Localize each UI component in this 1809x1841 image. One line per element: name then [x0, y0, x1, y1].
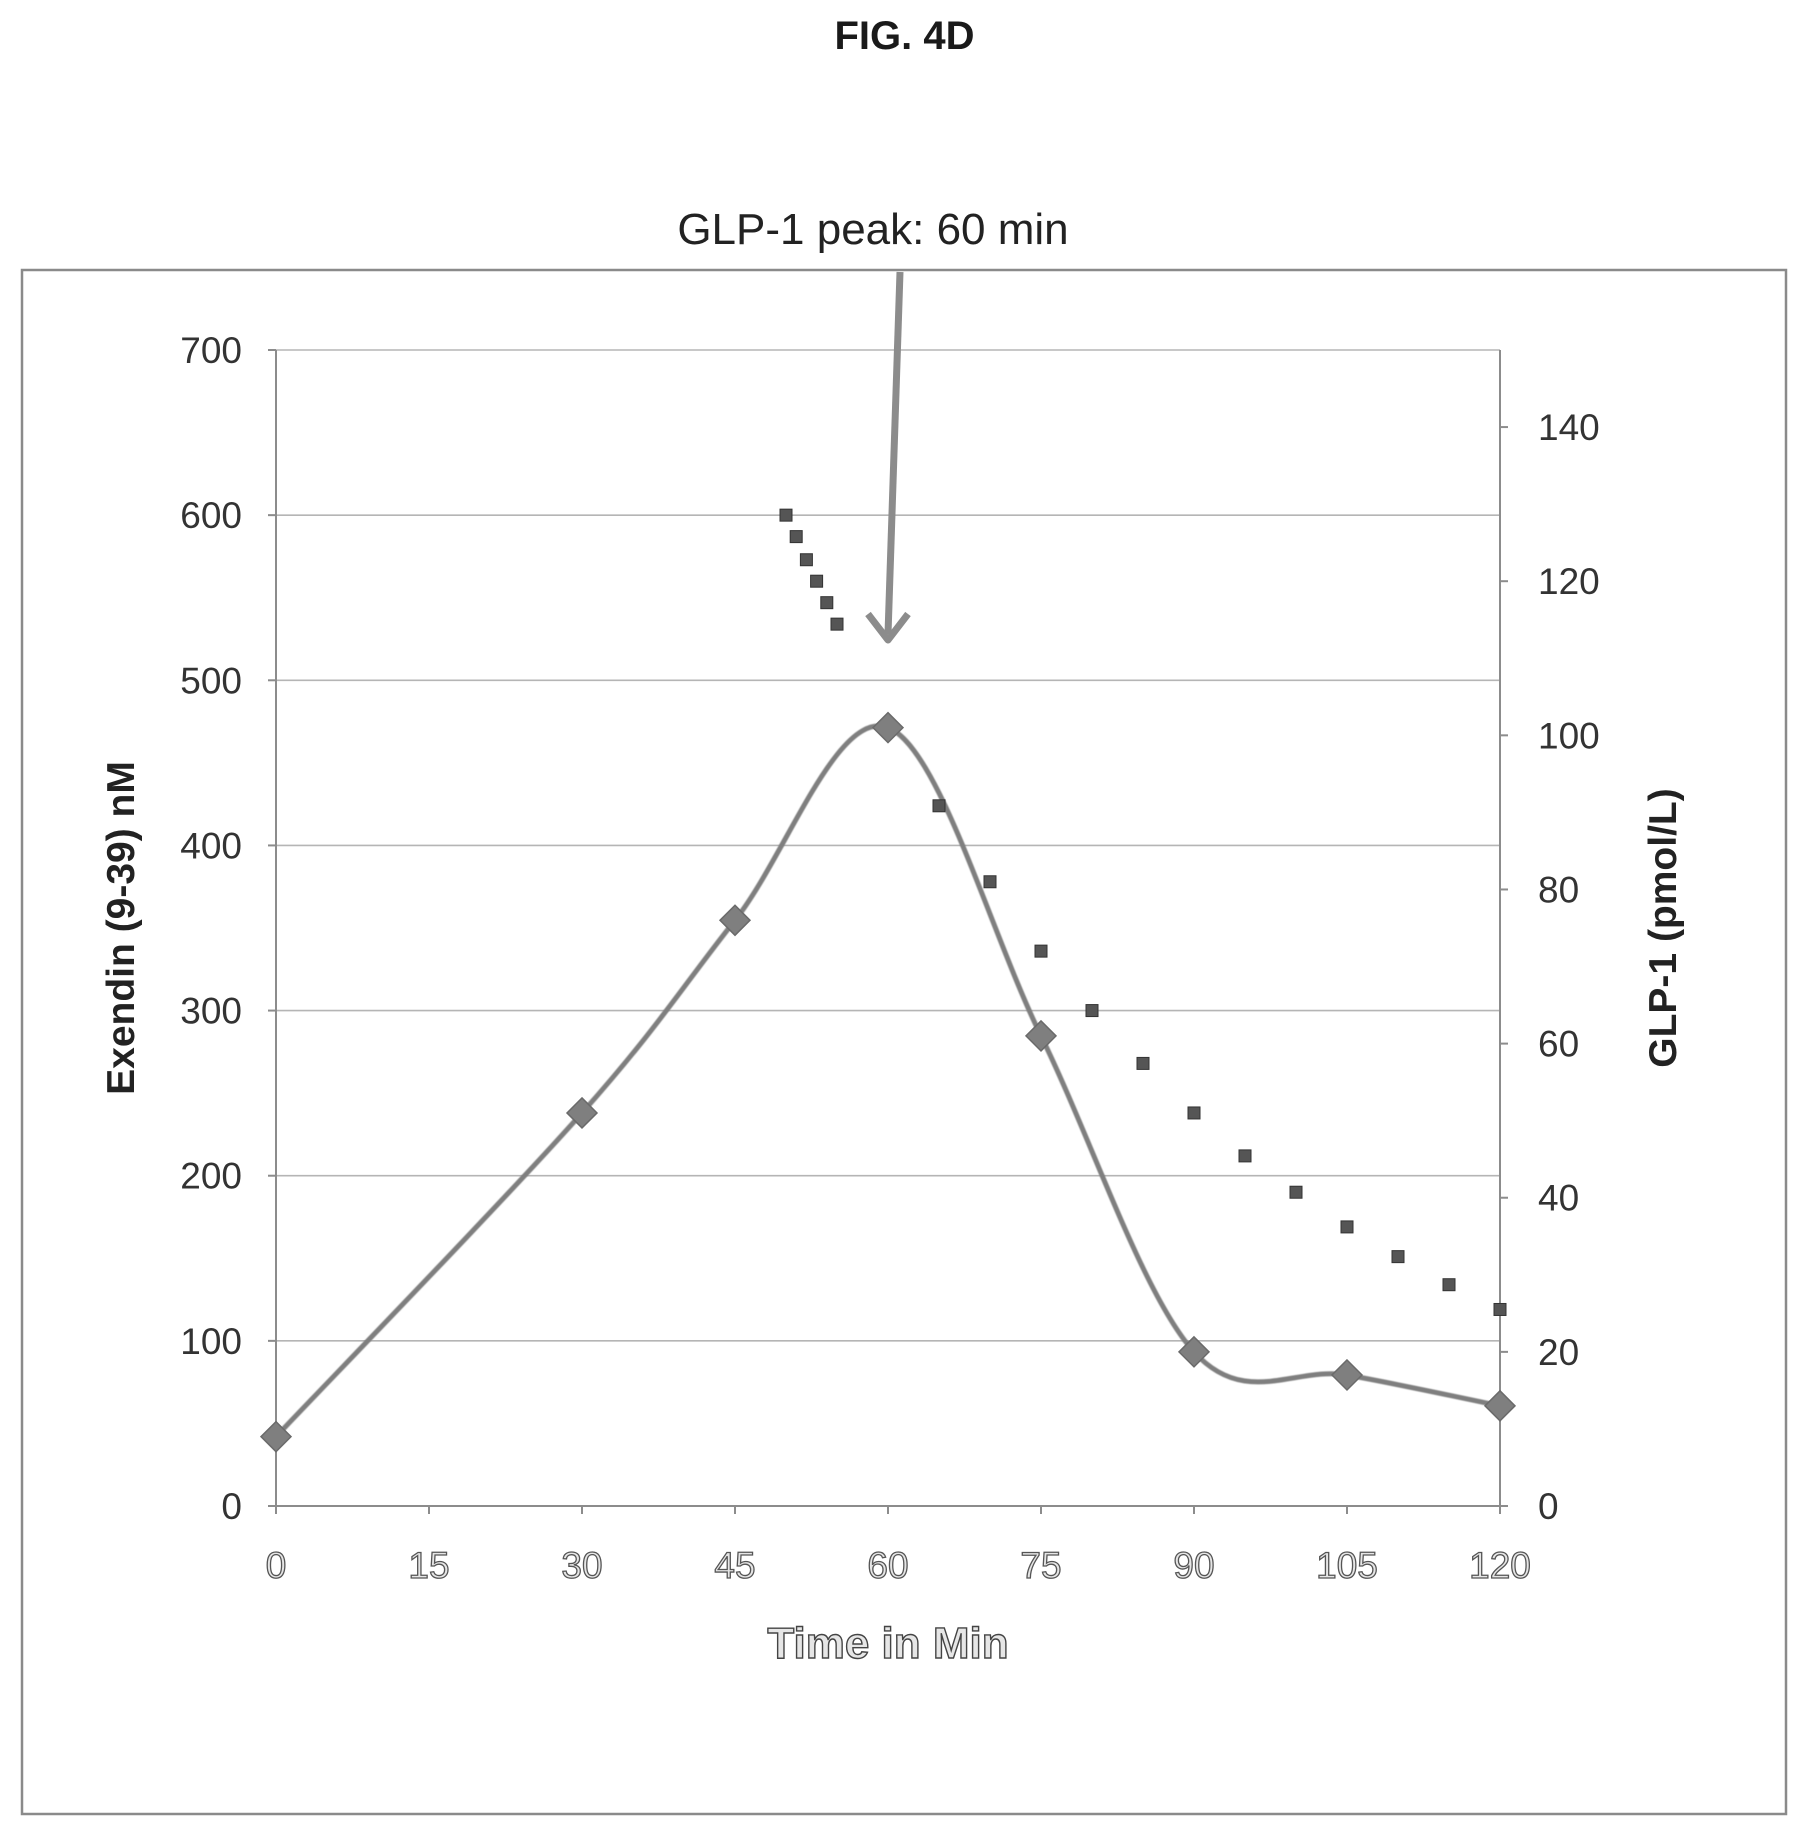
exendin-point	[1086, 1005, 1098, 1017]
y-tick-label: 200	[180, 1156, 242, 1197]
y-axis-title: Exendin (9-39) nM	[100, 761, 143, 1095]
exendin-point	[800, 554, 812, 566]
exendin-point	[1239, 1150, 1251, 1162]
x-tick-label: 15	[408, 1545, 449, 1586]
y-tick-label: 100	[180, 1321, 242, 1362]
x-tick-label: 75	[1020, 1545, 1061, 1586]
y2-tick-label: 0	[1538, 1486, 1559, 1527]
exendin-point	[1443, 1279, 1455, 1291]
x-tick-label: 90	[1173, 1545, 1214, 1586]
exendin-point	[831, 618, 843, 630]
x-tick-label: 120	[1469, 1545, 1531, 1586]
y2-tick-label: 60	[1538, 1024, 1579, 1065]
exendin-point	[811, 575, 823, 587]
plot-area	[276, 350, 1500, 1506]
exendin-point	[984, 876, 996, 888]
exendin-point	[780, 509, 792, 521]
y-tick-label: 300	[180, 991, 242, 1032]
y-tick-label: 500	[180, 660, 242, 701]
x-tick-label: 45	[714, 1545, 755, 1586]
exendin-point	[1188, 1107, 1200, 1119]
exendin-point	[1392, 1251, 1404, 1263]
exendin-point	[1494, 1303, 1506, 1315]
exendin-point	[790, 531, 802, 543]
y2-tick-label: 120	[1538, 561, 1600, 602]
y2-tick-label: 100	[1538, 715, 1600, 756]
y-tick-label: 400	[180, 825, 242, 866]
x-tick-label: 30	[561, 1545, 602, 1586]
exendin-point	[821, 597, 833, 609]
exendin-point	[1341, 1221, 1353, 1233]
x-axis-title: Time in Min	[767, 1619, 1008, 1668]
y2-axis-title: GLP-1 (pmol/L)	[1642, 788, 1685, 1067]
y-tick-label: 0	[221, 1486, 242, 1527]
x-tick-label: 105	[1316, 1545, 1378, 1586]
y2-tick-label: 140	[1538, 407, 1600, 448]
y2-tick-label: 40	[1538, 1178, 1579, 1219]
exendin-point	[933, 800, 945, 812]
y2-tick-label: 80	[1538, 869, 1579, 910]
exendin-point	[1290, 1186, 1302, 1198]
x-tick-label: 0	[266, 1545, 287, 1586]
peak-annotation: GLP-1 peak: 60 min	[677, 205, 1068, 254]
exendin-point	[1035, 945, 1047, 957]
y2-tick-label: 20	[1538, 1332, 1579, 1373]
y-tick-label: 700	[180, 330, 242, 371]
exendin-point	[1137, 1057, 1149, 1069]
x-tick-label: 60	[867, 1545, 908, 1586]
y-tick-label: 600	[180, 495, 242, 536]
